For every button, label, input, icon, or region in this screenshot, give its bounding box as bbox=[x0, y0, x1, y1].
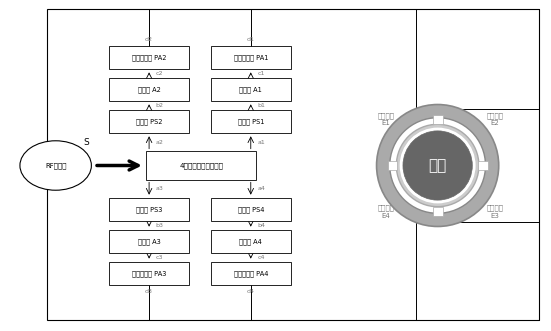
Text: 线圈单元
E3: 线圈单元 E3 bbox=[487, 205, 504, 219]
Text: b2: b2 bbox=[156, 103, 164, 108]
Ellipse shape bbox=[396, 124, 479, 207]
FancyBboxPatch shape bbox=[211, 230, 290, 253]
Ellipse shape bbox=[376, 105, 499, 226]
FancyBboxPatch shape bbox=[387, 161, 397, 170]
FancyBboxPatch shape bbox=[147, 152, 256, 179]
Text: c1: c1 bbox=[257, 71, 264, 76]
Text: 衰减器 A3: 衰减器 A3 bbox=[138, 238, 160, 245]
Text: b4: b4 bbox=[257, 223, 266, 228]
Text: a1: a1 bbox=[257, 140, 265, 145]
Text: a4: a4 bbox=[257, 186, 265, 191]
Text: 移相器 PS4: 移相器 PS4 bbox=[237, 206, 264, 213]
FancyBboxPatch shape bbox=[109, 230, 189, 253]
Text: 移相器 PS1: 移相器 PS1 bbox=[237, 118, 264, 125]
FancyBboxPatch shape bbox=[109, 78, 189, 101]
Bar bbox=[47, 9, 539, 320]
FancyBboxPatch shape bbox=[109, 198, 189, 221]
Ellipse shape bbox=[390, 118, 485, 213]
Text: 功率放大器 PA2: 功率放大器 PA2 bbox=[132, 54, 166, 61]
Text: 线圈单元
E1: 线圈单元 E1 bbox=[377, 112, 395, 126]
Text: a3: a3 bbox=[156, 186, 164, 191]
FancyBboxPatch shape bbox=[211, 46, 290, 70]
Text: b3: b3 bbox=[156, 223, 164, 228]
Text: 衰减器 A2: 衰减器 A2 bbox=[138, 86, 160, 93]
Text: 移相器 PS3: 移相器 PS3 bbox=[136, 206, 163, 213]
FancyBboxPatch shape bbox=[109, 46, 189, 70]
FancyBboxPatch shape bbox=[211, 110, 290, 133]
Text: 4路零相位功率分配器: 4路零相位功率分配器 bbox=[179, 162, 223, 169]
FancyBboxPatch shape bbox=[211, 261, 290, 285]
Text: c2: c2 bbox=[156, 71, 163, 76]
Text: 功率放大器 PA3: 功率放大器 PA3 bbox=[132, 270, 166, 277]
FancyBboxPatch shape bbox=[478, 161, 488, 170]
FancyBboxPatch shape bbox=[109, 110, 189, 133]
FancyBboxPatch shape bbox=[211, 198, 290, 221]
Text: 衰减器 A1: 衰减器 A1 bbox=[239, 86, 262, 93]
Text: d3: d3 bbox=[145, 289, 153, 294]
Text: 功率放大器 PA1: 功率放大器 PA1 bbox=[234, 54, 268, 61]
FancyBboxPatch shape bbox=[433, 207, 442, 216]
Text: 移相器 PS2: 移相器 PS2 bbox=[136, 118, 163, 125]
Text: 衰减器 A4: 衰减器 A4 bbox=[239, 238, 262, 245]
Text: b1: b1 bbox=[257, 103, 265, 108]
Text: 线圈单元
E4: 线圈单元 E4 bbox=[377, 205, 395, 219]
Ellipse shape bbox=[20, 141, 91, 190]
Ellipse shape bbox=[403, 131, 472, 200]
Text: RF信号源: RF信号源 bbox=[45, 162, 67, 169]
Ellipse shape bbox=[399, 127, 476, 204]
Text: a2: a2 bbox=[156, 140, 164, 145]
Text: c3: c3 bbox=[156, 255, 163, 260]
Text: 体膜: 体膜 bbox=[429, 158, 447, 173]
Text: S: S bbox=[83, 138, 89, 147]
Text: d2: d2 bbox=[145, 37, 153, 42]
Text: 线圈单元
E2: 线圈单元 E2 bbox=[487, 112, 504, 126]
Text: d1: d1 bbox=[247, 37, 255, 42]
FancyBboxPatch shape bbox=[211, 78, 290, 101]
Text: 功率放大器 PA4: 功率放大器 PA4 bbox=[234, 270, 268, 277]
FancyBboxPatch shape bbox=[109, 261, 189, 285]
FancyBboxPatch shape bbox=[433, 115, 442, 124]
Text: d4: d4 bbox=[247, 289, 255, 294]
Text: c4: c4 bbox=[257, 255, 265, 260]
